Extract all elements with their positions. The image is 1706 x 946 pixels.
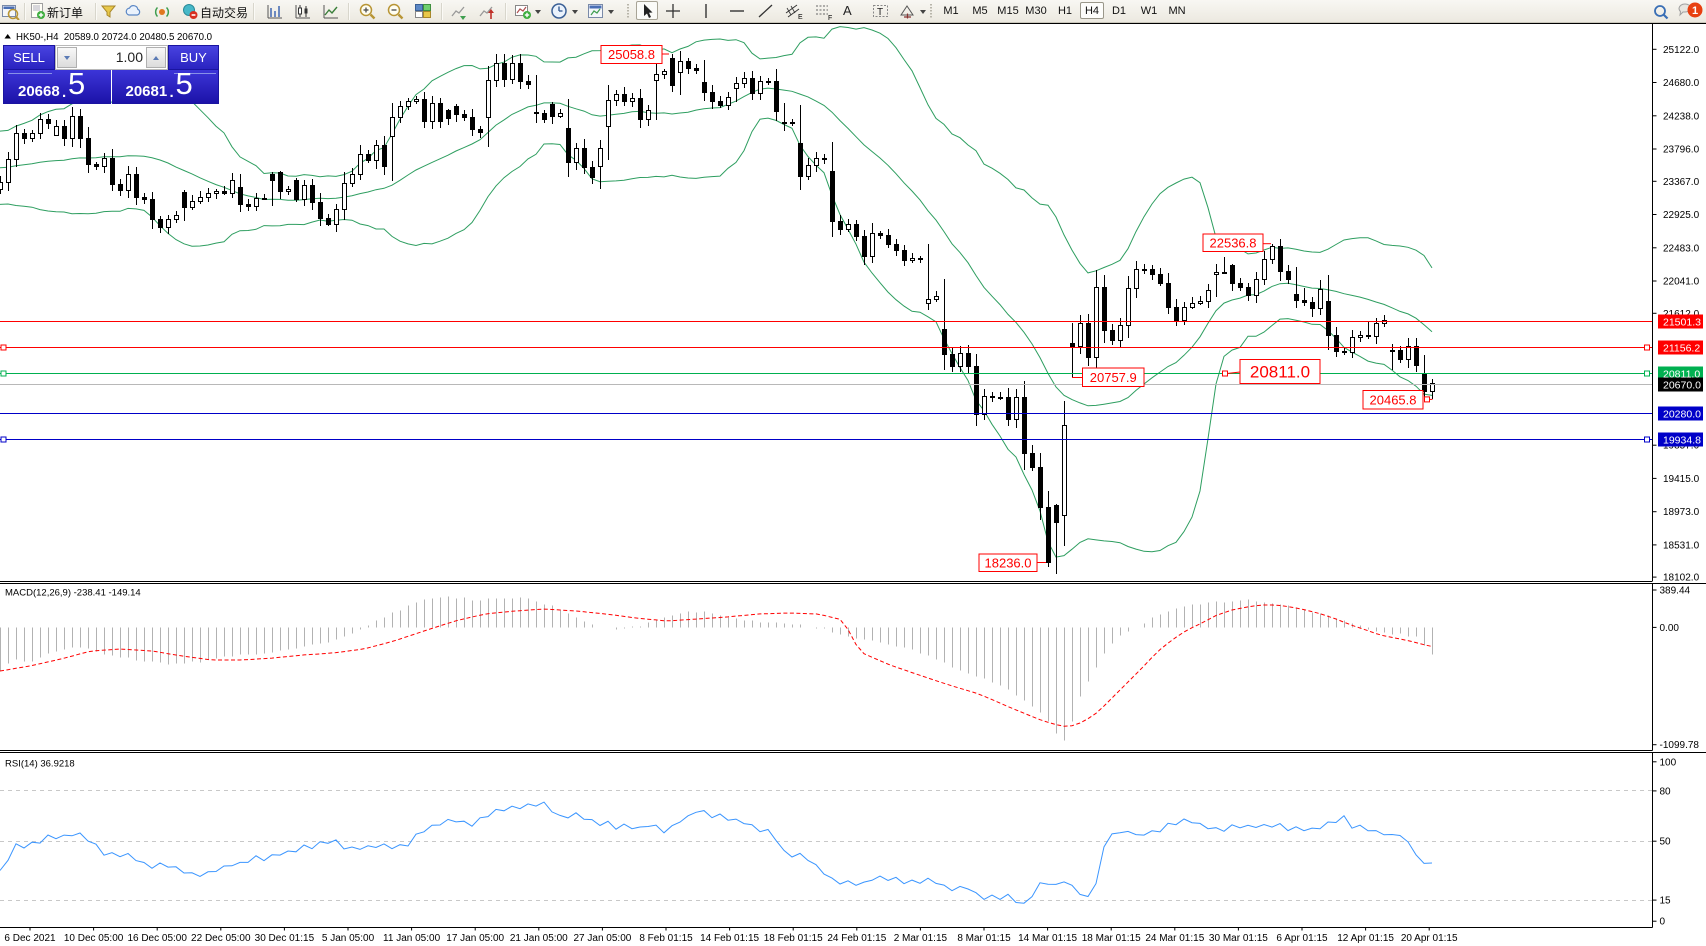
svg-text:19934.8: 19934.8 (1663, 434, 1701, 446)
svg-text:18102.0: 18102.0 (1663, 573, 1700, 584)
svg-text:19415.0: 19415.0 (1663, 474, 1700, 485)
svg-text:8 Feb 01:15: 8 Feb 01:15 (639, 933, 693, 944)
svg-text:30 Mar 01:15: 30 Mar 01:15 (1209, 933, 1268, 944)
svg-text:21 Jan 05:00: 21 Jan 05:00 (510, 933, 568, 944)
svg-text:21612.0: 21612.0 (1663, 309, 1700, 320)
svg-text:80: 80 (1660, 786, 1672, 797)
svg-text:22041.0: 22041.0 (1663, 277, 1700, 288)
svg-text:20757.9: 20757.9 (1090, 370, 1137, 385)
svg-text:0.00: 0.00 (1660, 623, 1680, 634)
svg-text:22925.0: 22925.0 (1663, 210, 1700, 221)
svg-text:18236.0: 18236.0 (985, 555, 1032, 570)
svg-text:MACD(12,26,9) -238.41 -149.14: MACD(12,26,9) -238.41 -149.14 (5, 588, 141, 599)
svg-text:17 Jan 05:00: 17 Jan 05:00 (446, 933, 504, 944)
svg-text:5 Jan 05:00: 5 Jan 05:00 (322, 933, 375, 944)
svg-text:6 Dec 2021: 6 Dec 2021 (4, 933, 56, 944)
svg-text:22483.0: 22483.0 (1663, 243, 1700, 254)
svg-text:HK50-,H4 20589.0 20724.0 2048: HK50-,H4 20589.0 20724.0 20480.5 20670.0 (16, 32, 213, 43)
svg-text:20811.0: 20811.0 (1663, 368, 1700, 380)
svg-text:22 Dec 05:00: 22 Dec 05:00 (191, 933, 251, 944)
svg-text:50: 50 (1660, 837, 1672, 848)
svg-text:18 Feb 01:15: 18 Feb 01:15 (764, 933, 823, 944)
svg-text:11 Jan 05:00: 11 Jan 05:00 (383, 933, 441, 944)
svg-text:F: F (828, 15, 832, 21)
svg-text:23796.0: 23796.0 (1663, 145, 1700, 156)
svg-text:16 Dec 05:00: 16 Dec 05:00 (127, 933, 187, 944)
svg-text:389.44: 389.44 (1660, 586, 1691, 597)
svg-text:24 Mar 01:15: 24 Mar 01:15 (1145, 933, 1204, 944)
svg-text:2 Mar 01:15: 2 Mar 01:15 (894, 933, 948, 944)
svg-text:21156.2: 21156.2 (1663, 342, 1700, 354)
svg-text:20670.0: 20670.0 (1663, 379, 1701, 391)
svg-text:20465.8: 20465.8 (1370, 392, 1417, 407)
svg-text:21501.3: 21501.3 (1663, 316, 1701, 328)
svg-text:12 Apr 01:15: 12 Apr 01:15 (1337, 933, 1394, 944)
svg-text:18 Mar 01:15: 18 Mar 01:15 (1082, 933, 1141, 944)
svg-text:1: 1 (1692, 5, 1698, 17)
svg-text:15: 15 (1660, 896, 1672, 907)
svg-text:22536.8: 22536.8 (1210, 235, 1257, 250)
svg-text:T: T (877, 7, 883, 18)
svg-text:14 Mar 01:15: 14 Mar 01:15 (1018, 933, 1077, 944)
svg-text:8 Mar 01:15: 8 Mar 01:15 (957, 933, 1011, 944)
svg-text:25058.8: 25058.8 (608, 47, 655, 62)
svg-text:0: 0 (1660, 917, 1666, 928)
svg-text:E: E (798, 14, 803, 21)
svg-text:10 Dec 05:00: 10 Dec 05:00 (64, 933, 124, 944)
svg-text:6 Apr 01:15: 6 Apr 01:15 (1276, 933, 1328, 944)
svg-text:24680.0: 24680.0 (1663, 78, 1700, 89)
svg-text:20280.0: 20280.0 (1663, 408, 1701, 420)
svg-text:24 Feb 01:15: 24 Feb 01:15 (827, 933, 886, 944)
svg-text:18973.0: 18973.0 (1663, 507, 1700, 518)
svg-text:25122.0: 25122.0 (1663, 45, 1700, 56)
svg-text:14 Feb 01:15: 14 Feb 01:15 (700, 933, 759, 944)
svg-text:100: 100 (1660, 757, 1677, 768)
svg-text:18531.0: 18531.0 (1663, 540, 1700, 551)
svg-text:23367.0: 23367.0 (1663, 177, 1700, 188)
svg-text:RSI(14) 36.9218: RSI(14) 36.9218 (5, 759, 75, 770)
svg-text:20 Apr 01:15: 20 Apr 01:15 (1401, 933, 1458, 944)
svg-text:20811.0: 20811.0 (1250, 363, 1310, 382)
svg-text:30 Dec 01:15: 30 Dec 01:15 (255, 933, 315, 944)
svg-text:27 Jan 05:00: 27 Jan 05:00 (573, 933, 631, 944)
svg-text:-1099.78: -1099.78 (1660, 740, 1700, 751)
svg-text:24238.0: 24238.0 (1663, 111, 1700, 122)
